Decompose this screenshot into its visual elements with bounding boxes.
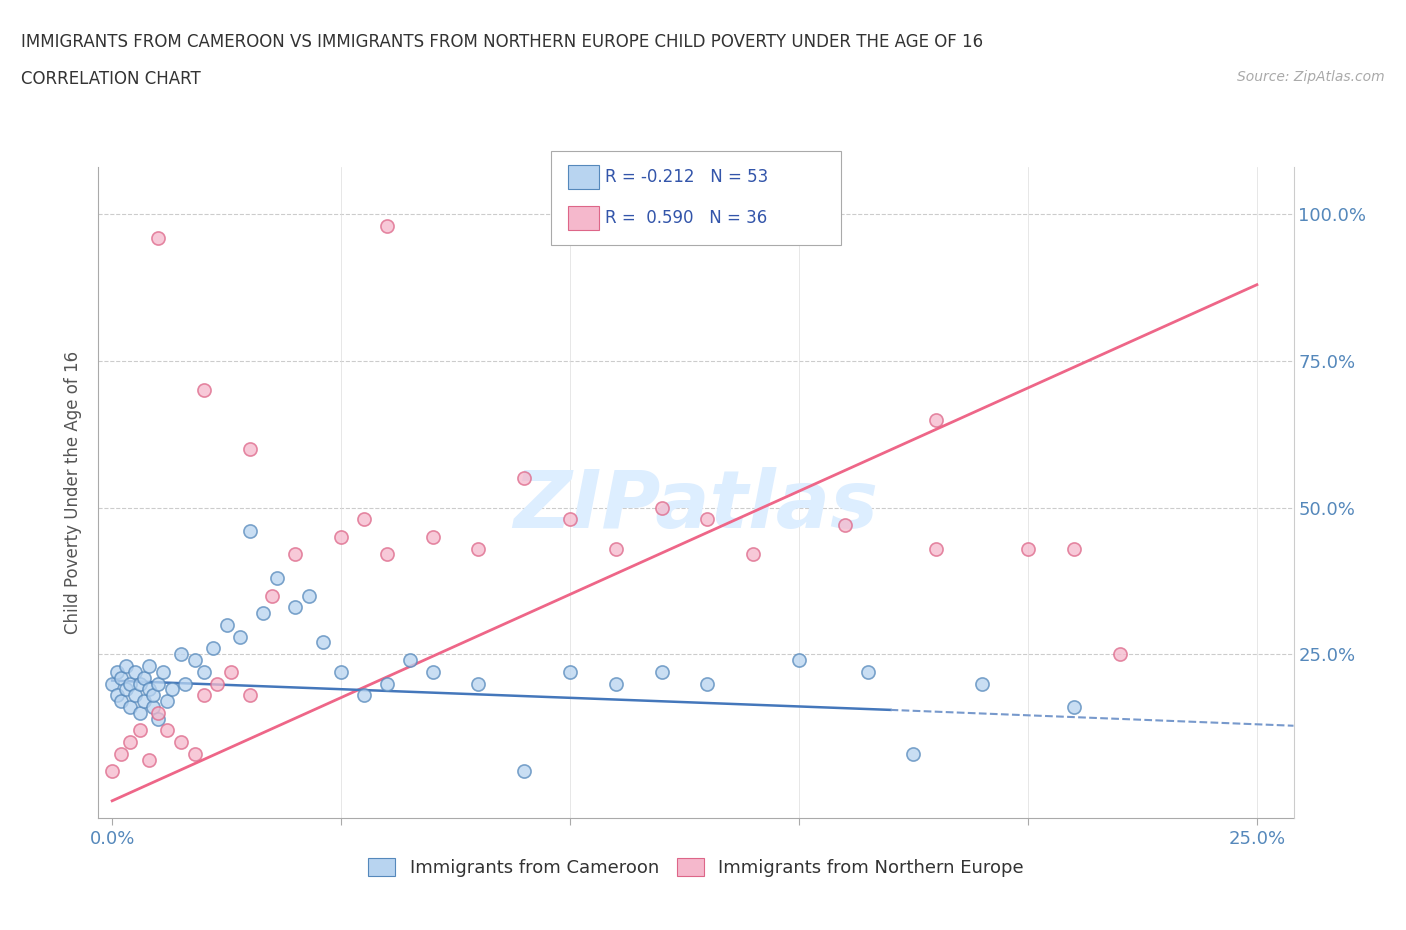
Point — [120, 735, 142, 750]
Point — [330, 529, 353, 544]
Point — [156, 723, 179, 737]
Point — [110, 747, 132, 762]
Point — [834, 518, 856, 533]
Point — [266, 570, 288, 585]
Point — [146, 711, 169, 726]
Point — [138, 682, 160, 697]
Point — [742, 547, 765, 562]
Point — [160, 682, 183, 697]
Point — [238, 442, 260, 457]
Text: IMMIGRANTS FROM CAMEROON VS IMMIGRANTS FROM NORTHERN EUROPE CHILD POVERTY UNDER : IMMIGRANTS FROM CAMEROON VS IMMIGRANTS F… — [21, 33, 983, 50]
Point — [375, 219, 398, 233]
Point — [101, 764, 124, 779]
Point — [146, 676, 169, 691]
Text: Source: ZipAtlas.com: Source: ZipAtlas.com — [1237, 70, 1385, 84]
Point — [284, 547, 307, 562]
Point — [330, 664, 353, 679]
Point — [422, 529, 444, 544]
Point — [124, 664, 146, 679]
Point — [124, 688, 146, 703]
Point — [696, 512, 718, 526]
Point — [1108, 646, 1130, 661]
Text: R = -0.212   N = 53: R = -0.212 N = 53 — [605, 167, 768, 186]
Point — [353, 512, 375, 526]
Point — [207, 676, 229, 691]
Point — [219, 664, 242, 679]
Point — [142, 688, 165, 703]
Point — [138, 658, 160, 673]
Point — [298, 588, 321, 603]
Point — [238, 524, 260, 538]
Point — [128, 705, 150, 720]
Point — [152, 664, 174, 679]
Point — [110, 694, 132, 709]
Point — [422, 664, 444, 679]
Point — [398, 653, 420, 668]
Point — [284, 600, 307, 615]
Point — [110, 671, 132, 685]
Point — [651, 500, 673, 515]
Point — [105, 664, 128, 679]
Point — [1017, 541, 1039, 556]
Point — [120, 676, 142, 691]
Point — [115, 682, 138, 697]
Text: ZIPatlas: ZIPatlas — [513, 467, 879, 545]
Legend: Immigrants from Cameroon, Immigrants from Northern Europe: Immigrants from Cameroon, Immigrants fro… — [361, 851, 1031, 884]
Point — [128, 676, 150, 691]
Point — [252, 605, 274, 620]
Text: R =  0.590   N = 36: R = 0.590 N = 36 — [605, 208, 766, 227]
Point — [142, 699, 165, 714]
Point — [375, 547, 398, 562]
Point — [193, 383, 215, 398]
Point — [105, 688, 128, 703]
Point — [467, 541, 489, 556]
Point — [193, 688, 215, 703]
Point — [134, 671, 156, 685]
Point — [467, 676, 489, 691]
Point — [262, 588, 284, 603]
Point — [170, 646, 193, 661]
Point — [174, 676, 197, 691]
Point — [903, 747, 925, 762]
Point — [183, 747, 205, 762]
Point — [856, 664, 879, 679]
Point — [115, 658, 138, 673]
Point — [193, 664, 215, 679]
Point — [696, 676, 718, 691]
Point — [238, 688, 260, 703]
Point — [605, 541, 627, 556]
Point — [558, 664, 581, 679]
Point — [787, 653, 810, 668]
Point — [146, 705, 169, 720]
Point — [558, 512, 581, 526]
Point — [925, 541, 948, 556]
Point — [513, 764, 536, 779]
Point — [146, 231, 169, 246]
Point — [215, 618, 238, 632]
Point — [312, 635, 335, 650]
Point — [170, 735, 193, 750]
Point — [128, 723, 150, 737]
Point — [201, 641, 224, 656]
Point — [513, 471, 536, 485]
Point — [156, 694, 179, 709]
Y-axis label: Child Poverty Under the Age of 16: Child Poverty Under the Age of 16 — [65, 352, 83, 634]
Point — [972, 676, 994, 691]
Point — [605, 676, 627, 691]
Point — [1063, 541, 1085, 556]
Point — [375, 676, 398, 691]
Point — [183, 653, 205, 668]
Point — [651, 664, 673, 679]
Point — [925, 412, 948, 427]
Point — [134, 694, 156, 709]
Point — [120, 699, 142, 714]
Point — [101, 676, 124, 691]
Text: CORRELATION CHART: CORRELATION CHART — [21, 70, 201, 87]
Point — [229, 630, 252, 644]
Point — [353, 688, 375, 703]
Point — [138, 752, 160, 767]
Point — [1063, 699, 1085, 714]
